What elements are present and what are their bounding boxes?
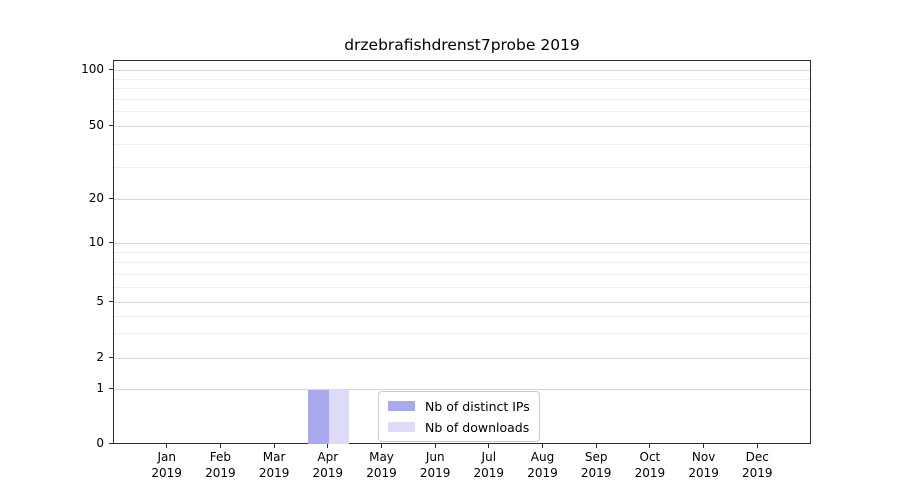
y-tick	[108, 388, 113, 390]
x-tick	[541, 444, 544, 448]
x-tick	[703, 444, 705, 448]
x-tick	[273, 444, 275, 448]
x-tick-label-year: 2019	[527, 465, 558, 480]
x-tick-label: Dec 2019	[727, 450, 787, 481]
bar-nb-of-downloads	[328, 390, 350, 444]
x-tick-label-month: Apr	[317, 450, 339, 464]
legend-item: Nb of distinct IPs	[388, 398, 530, 414]
y-tick-label: 50	[88, 118, 104, 132]
x-tick-label-year: 2019	[258, 465, 290, 480]
major-gridline	[114, 243, 810, 245]
x-tick-label: Mar 2019	[244, 450, 304, 481]
x-tick-label: Jul 2019	[459, 450, 519, 481]
x-tick-label-month: May	[369, 450, 394, 464]
x-tick-label-year: 2019	[366, 465, 397, 480]
x-tick-label: May 2019	[352, 450, 412, 481]
major-gridline	[114, 126, 810, 127]
minor-gridline	[114, 143, 810, 145]
major-gridline	[114, 389, 810, 391]
y-tick-label: 5	[96, 294, 104, 309]
chart-title: drzebrafishdrenst7probe 2019	[344, 36, 580, 54]
x-tick-label: Oct 2019	[620, 450, 680, 481]
x-tick-label: Jan 2019	[137, 450, 197, 481]
x-tick-label-year: 2019	[742, 465, 773, 480]
minor-gridline	[114, 98, 810, 100]
x-tick-label: Aug 2019	[513, 450, 573, 481]
legend-label: Nb of distinct IPs	[425, 398, 530, 414]
minor-gridline	[114, 78, 810, 80]
y-tick	[108, 69, 113, 71]
y-tick	[108, 242, 113, 244]
y-tick-label: 2	[96, 349, 104, 364]
x-tick-label: Jun 2019	[405, 450, 465, 481]
x-tick-label: Sep 2019	[566, 450, 626, 481]
minor-gridline	[114, 252, 810, 254]
x-tick	[488, 444, 490, 448]
y-tick-label: 10	[88, 235, 104, 250]
legend-swatch	[388, 401, 415, 411]
x-tick-label-month: Jun	[425, 450, 445, 464]
x-tick-label-month: Sep	[584, 450, 608, 464]
y-tick-label: 20	[88, 190, 104, 205]
x-tick-label: Feb 2019	[190, 450, 250, 481]
plot-area: Nb of distinct IPs Nb of downloads	[113, 60, 811, 444]
minor-gridline	[114, 88, 810, 89]
y-tick	[108, 443, 113, 445]
x-tick	[756, 444, 758, 448]
x-tick	[327, 444, 329, 448]
minor-gridline	[114, 333, 810, 335]
x-tick-label-month: Aug	[530, 450, 555, 464]
x-tick	[434, 444, 436, 448]
y-tick	[108, 197, 113, 199]
x-tick-label-month: Feb	[209, 450, 232, 464]
x-tick-label-year: 2019	[419, 465, 451, 480]
y-tick-label: 100	[81, 62, 104, 76]
x-tick-label-month: Mar	[262, 450, 286, 464]
legend-item: Nb of downloads	[388, 419, 530, 435]
x-tick-label-month: Dec	[745, 450, 769, 464]
x-tick-label-year: 2019	[634, 465, 666, 480]
minor-gridline	[114, 262, 810, 264]
minor-gridline	[114, 286, 810, 288]
major-gridline	[114, 70, 810, 71]
y-tick	[108, 356, 113, 358]
x-tick-label: Nov 2019	[674, 450, 734, 481]
x-tick-label-year: 2019	[151, 465, 182, 480]
y-tick	[108, 301, 113, 303]
x-tick-label-year: 2019	[580, 465, 612, 480]
x-tick-label-year: 2019	[312, 465, 344, 480]
legend-label: Nb of downloads	[425, 419, 530, 435]
y-tick	[108, 125, 113, 127]
major-gridline	[114, 357, 810, 359]
minor-gridline	[114, 315, 810, 317]
x-tick-label-year: 2019	[473, 465, 505, 480]
x-tick-label-month: Jan	[157, 450, 176, 464]
x-tick	[380, 444, 383, 448]
x-tick-label-year: 2019	[688, 465, 719, 480]
x-tick-label-month: Oct	[639, 450, 661, 464]
bar-nb-of-distinct-ips	[308, 390, 329, 444]
minor-gridline	[114, 166, 810, 168]
y-tick-label: 1	[96, 381, 104, 396]
minor-gridline	[114, 273, 810, 275]
x-tick	[649, 444, 651, 448]
x-tick-label-year: 2019	[205, 465, 236, 480]
x-tick	[595, 444, 597, 448]
major-gridline	[114, 302, 810, 304]
major-gridline	[114, 198, 810, 200]
x-tick-label-month: Jul	[481, 450, 497, 464]
minor-gridline	[114, 111, 810, 113]
x-tick-label-month: Nov	[691, 450, 716, 464]
legend: Nb of distinct IPs Nb of downloads	[378, 391, 540, 442]
x-tick	[166, 444, 168, 448]
legend-swatch	[388, 422, 415, 432]
x-tick	[219, 444, 221, 448]
x-tick-label: Apr 2019	[298, 450, 358, 481]
y-tick-label: 0	[96, 436, 104, 450]
